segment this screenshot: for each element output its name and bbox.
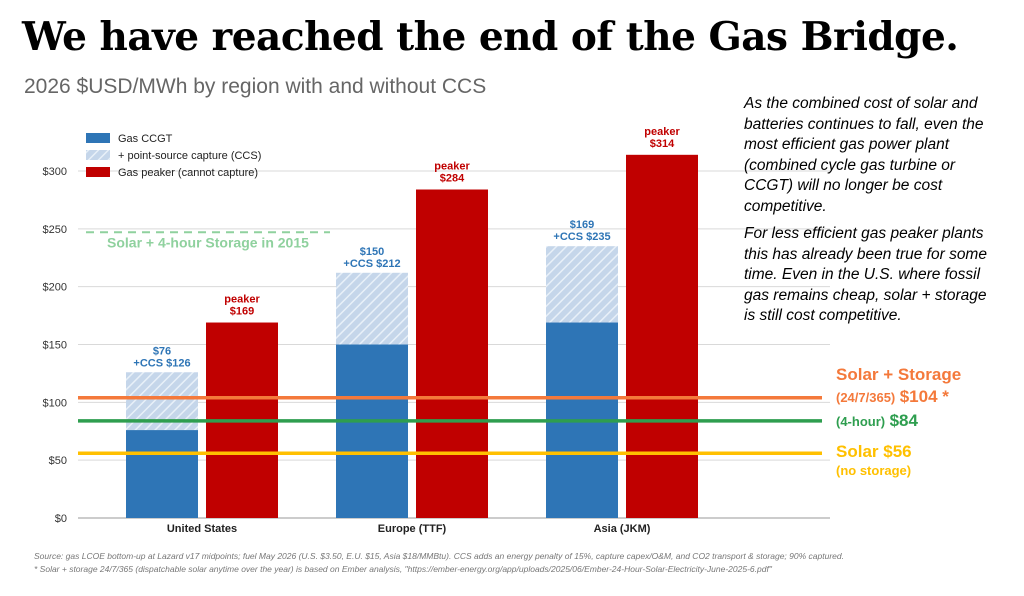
peaker-value-label: $314 <box>650 138 675 150</box>
peaker-bar <box>416 189 488 519</box>
source-line-2: * Solar + storage 24/7/365 (dispatchable… <box>34 564 772 574</box>
ccs-bar <box>336 272 408 345</box>
y-tick-label: $150 <box>43 340 67 352</box>
y-tick-label: $300 <box>43 166 67 178</box>
y-tick-label: $250 <box>43 224 67 236</box>
peaker-bar <box>626 154 698 518</box>
source-line-1: Source: gas LCOE bottom-up at Lazard v17… <box>34 551 844 561</box>
legend-swatch-peaker <box>86 167 110 177</box>
legend-swatch-ccs <box>86 150 110 160</box>
side-paragraph-1: As the combined cost of solar and batter… <box>744 95 984 215</box>
y-tick-label: $50 <box>49 455 67 467</box>
x-category-label: United States <box>167 523 237 535</box>
ccgt-value-label: $169 <box>570 219 594 231</box>
ccs-value-label: +CCS $235 <box>553 231 610 243</box>
legend-label-peaker: Gas peaker (cannot capture) <box>118 167 258 179</box>
bar-layer <box>126 154 698 519</box>
page-title: We have reached the end of the Gas Bridg… <box>22 14 959 60</box>
peaker-value-label: $284 <box>440 173 465 185</box>
peaker-word-label: peaker <box>644 126 680 138</box>
ccs-bar <box>546 246 618 323</box>
x-category-label: Europe (TTF) <box>378 523 447 535</box>
ccgt-bar <box>126 430 198 518</box>
side-paragraph-2: For less efficient gas peaker plants thi… <box>744 225 987 324</box>
ccgt-bar <box>336 344 408 518</box>
legend-label-ccs: + point-source capture (CCS) <box>118 150 261 162</box>
storage-4h-prefix: (4-hour) <box>836 414 886 429</box>
solar-storage-247-prefix: (24/7/365) <box>836 390 896 405</box>
solar-storage-247-label: (24/7/365) $104 * <box>836 387 949 407</box>
y-tick-label: $0 <box>55 513 67 525</box>
ccs-value-label: +CCS $212 <box>343 258 400 270</box>
storage-4h-value: $84 <box>889 411 918 430</box>
peaker-value-label: $169 <box>230 306 254 318</box>
reference-line-layer: Solar + 4-hour Storage in 2015 <box>78 231 822 455</box>
solar-storage-title: Solar + Storage <box>836 365 962 384</box>
legend-label-ccgt: Gas CCGT <box>118 133 173 145</box>
solar-sub: (no storage) <box>836 463 912 478</box>
solar-2015-label: Solar + 4-hour Storage in 2015 <box>107 234 309 250</box>
legend-swatch-ccgt <box>86 133 110 143</box>
peaker-word-label: peaker <box>224 294 260 306</box>
storage-4h-label: (4-hour) $84 <box>836 411 918 431</box>
peaker-word-label: peaker <box>434 161 470 173</box>
chart-legend: Gas CCGT + point-source capture (CCS) Ga… <box>86 133 261 179</box>
ccgt-value-label: $76 <box>153 345 171 357</box>
y-tick-label: $100 <box>43 397 67 409</box>
ccs-value-label: +CCS $126 <box>133 357 190 369</box>
chart-subtitle: 2026 $USD/MWh by region with and without… <box>24 75 487 98</box>
y-tick-label: $200 <box>43 282 67 294</box>
ccgt-value-label: $150 <box>360 246 384 258</box>
solar-title: Solar $56 <box>836 442 912 461</box>
x-category-label: Asia (JKM) <box>594 523 651 535</box>
solar-storage-247-value: $104 * <box>899 387 949 406</box>
